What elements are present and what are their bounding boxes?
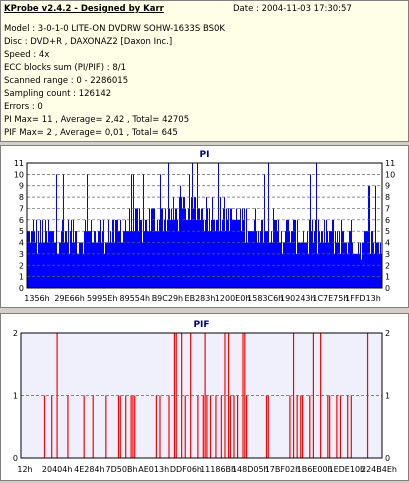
x-tick-label: 1200E0h <box>215 294 251 303</box>
pif-chart-panel: PIF 0 0 1 1 2 2 12h 20404h 4E284h 7D50Bh AE013h DDF0… <box>0 313 409 481</box>
y-tick-label-right: 11 <box>385 159 395 168</box>
x-tick-label: 29E66h <box>54 294 84 303</box>
x-tick-label: 17BF02h <box>265 465 301 474</box>
info-disc: Disc : DVD+R , DAXONAZ2 [Daxon Inc.] <box>4 37 173 47</box>
y-tick-label-right: 6 <box>385 216 390 225</box>
info-errors: Errors : 0 <box>4 102 43 112</box>
y-tick-label-right: 1 <box>385 392 390 401</box>
x-tick-label: 190243h <box>280 294 316 303</box>
y-tick-label-right: 8 <box>385 193 390 202</box>
x-tick-label: 1583C6h <box>247 294 283 303</box>
x-tick-label: 89554h <box>120 294 151 303</box>
y-tick-label-right: 7 <box>385 204 390 213</box>
info-model: Model : 3-0-1-0 LITE-ON DVDRW SOHW-1633S… <box>4 24 225 34</box>
pi-chart-panel: PI 0 0 1 1 2 2 3 3 4 4 5 5 6 6 7 7 8 8 9 9 10 10 11 11 1356h 29E66… <box>0 145 409 308</box>
y-tick-label-right: 3 <box>385 250 390 259</box>
chart-title: PI <box>200 150 210 160</box>
y-tick-label-left: 10 <box>14 170 24 179</box>
x-tick-label: 12h <box>17 465 32 474</box>
y-tick-label-left: 8 <box>19 193 24 202</box>
scan-date: Date : 2004-11-03 17:30:57 <box>233 4 352 14</box>
y-tick-label-left: 6 <box>19 216 24 225</box>
x-tick-label: 1356h <box>24 294 49 303</box>
y-tick-label-right: 0 <box>385 454 390 463</box>
x-tick-label: AE013h <box>138 465 169 474</box>
y-tick-label-right: 2 <box>385 329 390 338</box>
x-tick-label: 1C7E75h <box>312 294 348 303</box>
x-tick-label: DDF06h <box>170 465 202 474</box>
info-scanned-range: Scanned range : 0 - 2286015 <box>4 76 129 86</box>
info-speed: Speed : 4x <box>4 50 50 60</box>
y-tick-label-right: 9 <box>385 182 390 191</box>
x-tick-label: 7D50Bh <box>106 465 138 474</box>
x-tick-label: 1B6E00h <box>297 465 333 474</box>
y-tick-label-right: 0 <box>385 284 390 293</box>
info-sampling-count: Sampling count : 126142 <box>4 89 112 99</box>
y-tick-label-left: 11 <box>14 159 24 168</box>
app-title: KProbe v2.4.2 - Designed by Karr <box>4 4 164 14</box>
x-tick-label: 20404h <box>42 465 73 474</box>
x-tick-label: 148D05h <box>232 465 269 474</box>
y-tick-label-left: 7 <box>19 204 24 213</box>
y-tick-label-left: 3 <box>19 250 24 259</box>
y-tick-label-right: 1 <box>385 273 390 282</box>
y-tick-label-left: 2 <box>19 261 24 270</box>
x-tick-label: 224B4Eh <box>361 465 397 474</box>
y-tick-label-left: 0 <box>13 454 18 463</box>
y-tick-label-right: 2 <box>385 261 390 270</box>
info-pi-stats: PI Max= 11 , Average= 2,42 , Total= 4270… <box>4 115 190 125</box>
y-tick-label-right: 10 <box>385 170 395 179</box>
plot-frame <box>20 332 383 459</box>
x-tick-label: EB283h <box>185 294 216 303</box>
info-ecc-sum: ECC blocks sum (PI/PIF) : 8/1 <box>4 63 127 73</box>
info-pif-stats: PIF Max= 2 , Average= 0,01 , Total= 645 <box>4 128 178 138</box>
x-tick-label: 1EDE10h <box>329 465 366 474</box>
x-tick-label: 11186Bh <box>200 465 236 474</box>
pif-chart: PIF 0 0 1 1 2 2 12h 20404h 4E284h 7D50Bh AE013h DDF0… <box>13 320 397 474</box>
x-tick-label: 1FFD13h <box>345 294 381 303</box>
y-tick-label-left: 1 <box>13 392 18 401</box>
y-tick-label-right: 5 <box>385 227 390 236</box>
y-tick-label-left: 0 <box>19 284 24 293</box>
y-tick-label-left: 4 <box>19 239 24 248</box>
x-tick-label: 5995Eh <box>87 294 117 303</box>
plot-frame <box>26 162 383 289</box>
info-panel: KProbe v2.4.2 - Designed by Karr Date : … <box>0 0 409 142</box>
y-tick-label-right: 4 <box>385 239 390 248</box>
x-tick-label: 4E284h <box>74 465 104 474</box>
y-tick-label-left: 9 <box>19 182 24 191</box>
y-tick-label-left: 5 <box>19 227 24 236</box>
y-tick-label-left: 2 <box>13 329 18 338</box>
y-tick-label-left: 1 <box>19 273 24 282</box>
chart-title: PIF <box>193 320 209 330</box>
x-tick-label: B9C29h <box>152 294 183 303</box>
